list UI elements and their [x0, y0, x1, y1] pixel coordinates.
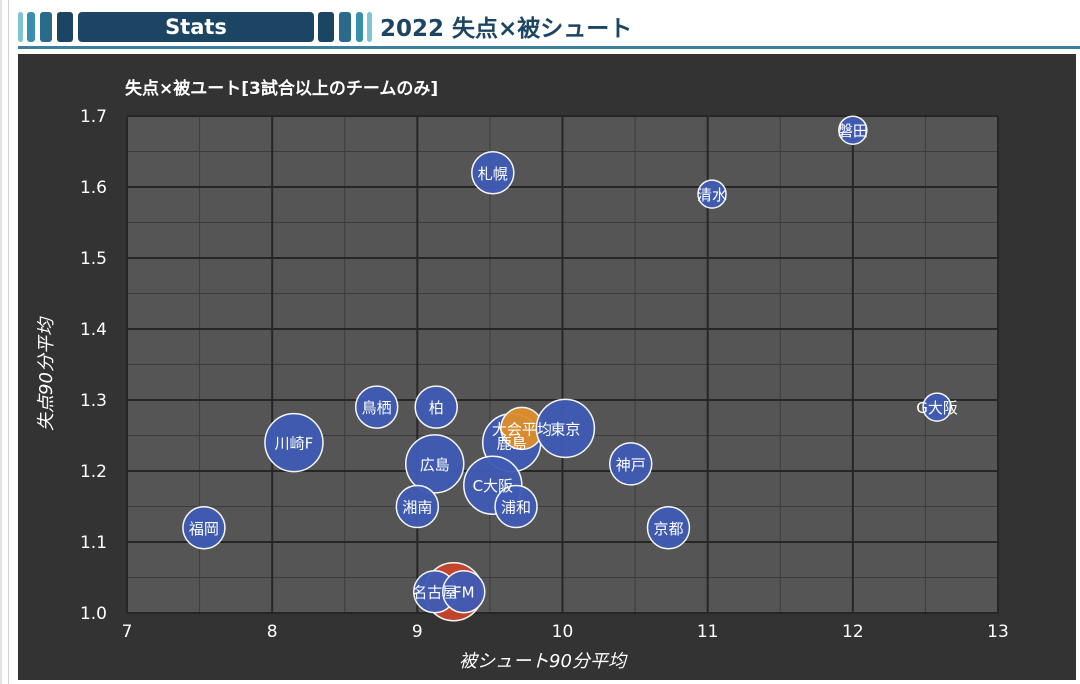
y-axis-label: 失点90分平均 — [36, 316, 57, 431]
data-point — [608, 442, 653, 486]
data-point-label: 東京 — [550, 420, 580, 438]
scatter-chart: 7 8 9 10 11 12 13 1.0 1.1 1.2 1.3 1.4 1.5 1.6 1.7 被シュート… — [36, 107, 1009, 672]
page-title: 2022 失点×被シュート — [380, 16, 633, 42]
data-point — [442, 569, 486, 614]
y-tick-label: 1.6 — [80, 178, 107, 198]
header-stripe — [339, 12, 351, 42]
stats-section-label: Stats — [78, 12, 314, 42]
section-header: Stats 2022 失点×被シュート — [18, 6, 1080, 49]
data-point — [414, 385, 458, 429]
data-point-label: 柏 — [429, 399, 444, 417]
data-point — [838, 115, 868, 145]
data-point-label: 川崎F — [275, 435, 314, 453]
x-tick-label: 9 — [412, 622, 423, 642]
x-tick-label: 13 — [987, 622, 1009, 642]
data-point-label: 清水 — [697, 186, 727, 204]
data-point-label: C大阪 — [473, 477, 513, 495]
y-tick-label: 1.5 — [80, 249, 107, 269]
chart-title: 失点×被ユート[3試合以上のチームのみ] — [125, 79, 439, 99]
data-point — [182, 506, 226, 550]
data-point-label: 札幌 — [478, 165, 508, 183]
data-point-label: 磐田 — [838, 122, 868, 140]
y-tick-label: 1.7 — [80, 107, 107, 127]
left-border-outer — [0, 0, 2, 684]
data-point — [646, 506, 691, 550]
data-point-label: 神戸 — [616, 456, 646, 474]
data-point-label: 福岡 — [189, 520, 219, 538]
data-point-label: 鳥栖 — [362, 399, 392, 417]
data-point-label: FM — [453, 584, 475, 602]
data-point — [494, 484, 538, 529]
x-tick-label: 7 — [122, 622, 133, 642]
y-tick-label: 1.2 — [80, 462, 107, 482]
chart-panel: 失点×被ユート[3試合以上のチームのみ] 7 8 9 10 11 12 13 1.0 1.1 1.… — [18, 54, 1076, 680]
data-point-label: 湘南 — [402, 499, 432, 517]
data-point-label: 京都 — [653, 520, 683, 538]
y-tick-label: 1.0 — [80, 604, 107, 624]
header-stripe — [367, 12, 372, 42]
data-point — [405, 434, 465, 494]
data-point-label: 浦和 — [501, 499, 531, 517]
data-point-label: G大阪 — [916, 399, 958, 417]
data-point-label: 大会平均 — [492, 420, 552, 438]
data-point — [697, 179, 727, 209]
header-stripe — [18, 12, 23, 42]
y-tick-label: 1.1 — [80, 533, 107, 553]
data-point-label: 名古屋 — [412, 584, 457, 602]
x-axis-label: 被シュート90分平均 — [459, 651, 628, 672]
data-point — [354, 385, 399, 429]
y-tick-label: 1.3 — [80, 391, 107, 411]
data-point — [395, 484, 440, 529]
header-stripe — [356, 12, 363, 42]
x-tick-label: 11 — [697, 622, 719, 642]
data-point — [922, 392, 952, 422]
data-point-label: 広島 — [420, 456, 450, 474]
x-tick-label: 8 — [267, 622, 278, 642]
header-stripe — [318, 12, 334, 42]
x-tick-label: 12 — [842, 622, 864, 642]
left-border-inner — [8, 0, 9, 684]
data-point-label: 鹿島 — [497, 435, 527, 453]
header-stripe — [27, 12, 35, 42]
x-tick-label: 10 — [552, 622, 574, 642]
y-tick-label: 1.4 — [80, 320, 107, 340]
header-stripe — [57, 12, 73, 42]
data-point — [471, 151, 515, 195]
header-stripe — [40, 12, 52, 42]
data-point — [264, 412, 324, 473]
data-point — [535, 398, 596, 459]
